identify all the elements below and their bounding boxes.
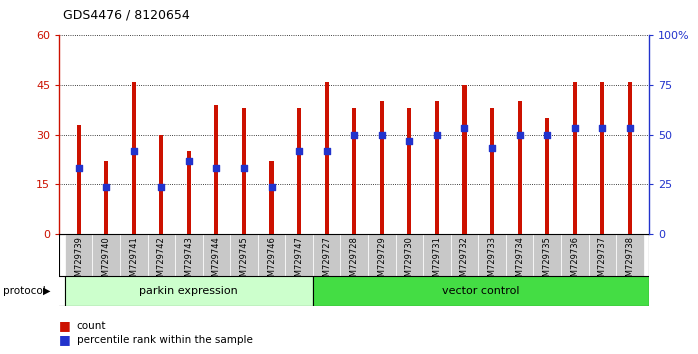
FancyBboxPatch shape (341, 234, 368, 276)
FancyBboxPatch shape (451, 234, 478, 276)
Bar (435, 102, 439, 234)
Text: GSM729747: GSM729747 (295, 236, 304, 287)
Text: GSM729732: GSM729732 (460, 236, 469, 287)
Point (542, 132, 553, 137)
Text: percentile rank within the sample: percentile rank within the sample (77, 335, 253, 345)
Bar (600, 82, 604, 234)
Text: GSM729733: GSM729733 (487, 236, 496, 287)
Bar (187, 151, 191, 234)
Bar (490, 108, 494, 234)
Point (239, 165, 250, 170)
FancyBboxPatch shape (313, 234, 341, 276)
Bar (517, 102, 521, 234)
Bar (572, 82, 577, 234)
FancyBboxPatch shape (533, 234, 561, 276)
Text: GSM729737: GSM729737 (597, 236, 607, 287)
Bar (313, 276, 649, 306)
Point (569, 125, 580, 131)
Text: ■: ■ (59, 333, 71, 346)
FancyBboxPatch shape (561, 234, 588, 276)
Bar (159, 135, 163, 234)
Text: vector control: vector control (443, 286, 520, 296)
FancyBboxPatch shape (285, 234, 313, 276)
Bar (242, 108, 246, 234)
Point (376, 132, 387, 137)
Bar (628, 82, 632, 234)
Point (266, 184, 277, 190)
FancyBboxPatch shape (506, 234, 533, 276)
Bar (214, 105, 218, 234)
Point (431, 132, 443, 137)
Point (294, 148, 305, 154)
Point (624, 125, 635, 131)
Text: GSM729730: GSM729730 (405, 236, 414, 287)
Point (403, 138, 415, 144)
Text: GSM729743: GSM729743 (184, 236, 193, 287)
Point (184, 158, 195, 164)
Bar (132, 82, 136, 234)
Point (156, 184, 167, 190)
Bar (545, 118, 549, 234)
FancyBboxPatch shape (147, 234, 175, 276)
Text: ▶: ▶ (43, 286, 51, 296)
Text: GSM729731: GSM729731 (433, 236, 441, 287)
FancyBboxPatch shape (396, 234, 423, 276)
Bar (65, 276, 313, 306)
Text: count: count (77, 321, 106, 331)
Bar (380, 102, 384, 234)
Bar (77, 125, 81, 234)
FancyBboxPatch shape (368, 234, 396, 276)
Text: GSM729734: GSM729734 (515, 236, 524, 287)
Text: GSM729744: GSM729744 (212, 236, 221, 286)
Text: ■: ■ (59, 319, 71, 332)
FancyBboxPatch shape (92, 234, 120, 276)
Text: GSM729728: GSM729728 (350, 236, 359, 287)
Bar (325, 82, 329, 234)
Text: protocol: protocol (3, 286, 46, 296)
FancyBboxPatch shape (258, 234, 285, 276)
Bar (297, 108, 301, 234)
Text: GDS4476 / 8120654: GDS4476 / 8120654 (63, 9, 190, 22)
Bar (269, 161, 274, 234)
Point (597, 125, 608, 131)
Text: GSM729738: GSM729738 (625, 236, 634, 287)
FancyBboxPatch shape (65, 234, 92, 276)
Text: GSM729740: GSM729740 (102, 236, 111, 286)
FancyBboxPatch shape (202, 234, 230, 276)
Text: GSM729739: GSM729739 (74, 236, 83, 287)
Text: GSM729741: GSM729741 (129, 236, 138, 286)
FancyBboxPatch shape (120, 234, 147, 276)
FancyBboxPatch shape (175, 234, 202, 276)
Text: parkin expression: parkin expression (140, 286, 238, 296)
Text: GSM729735: GSM729735 (542, 236, 551, 287)
FancyBboxPatch shape (423, 234, 451, 276)
FancyBboxPatch shape (230, 234, 258, 276)
Text: GSM729745: GSM729745 (239, 236, 248, 286)
Text: GSM729736: GSM729736 (570, 236, 579, 287)
Point (211, 165, 222, 170)
Point (487, 145, 498, 150)
Point (73, 165, 84, 170)
Point (101, 184, 112, 190)
Point (321, 148, 332, 154)
Text: GSM729742: GSM729742 (157, 236, 166, 286)
Point (459, 125, 470, 131)
FancyBboxPatch shape (588, 234, 616, 276)
Bar (408, 108, 411, 234)
Text: GSM729727: GSM729727 (322, 236, 331, 287)
Text: GSM729729: GSM729729 (378, 236, 386, 286)
Bar (104, 161, 108, 234)
Bar (462, 85, 466, 234)
FancyBboxPatch shape (478, 234, 506, 276)
Point (128, 148, 140, 154)
Point (348, 132, 360, 137)
Text: GSM729746: GSM729746 (267, 236, 276, 287)
Bar (352, 108, 356, 234)
Point (514, 132, 525, 137)
FancyBboxPatch shape (616, 234, 644, 276)
